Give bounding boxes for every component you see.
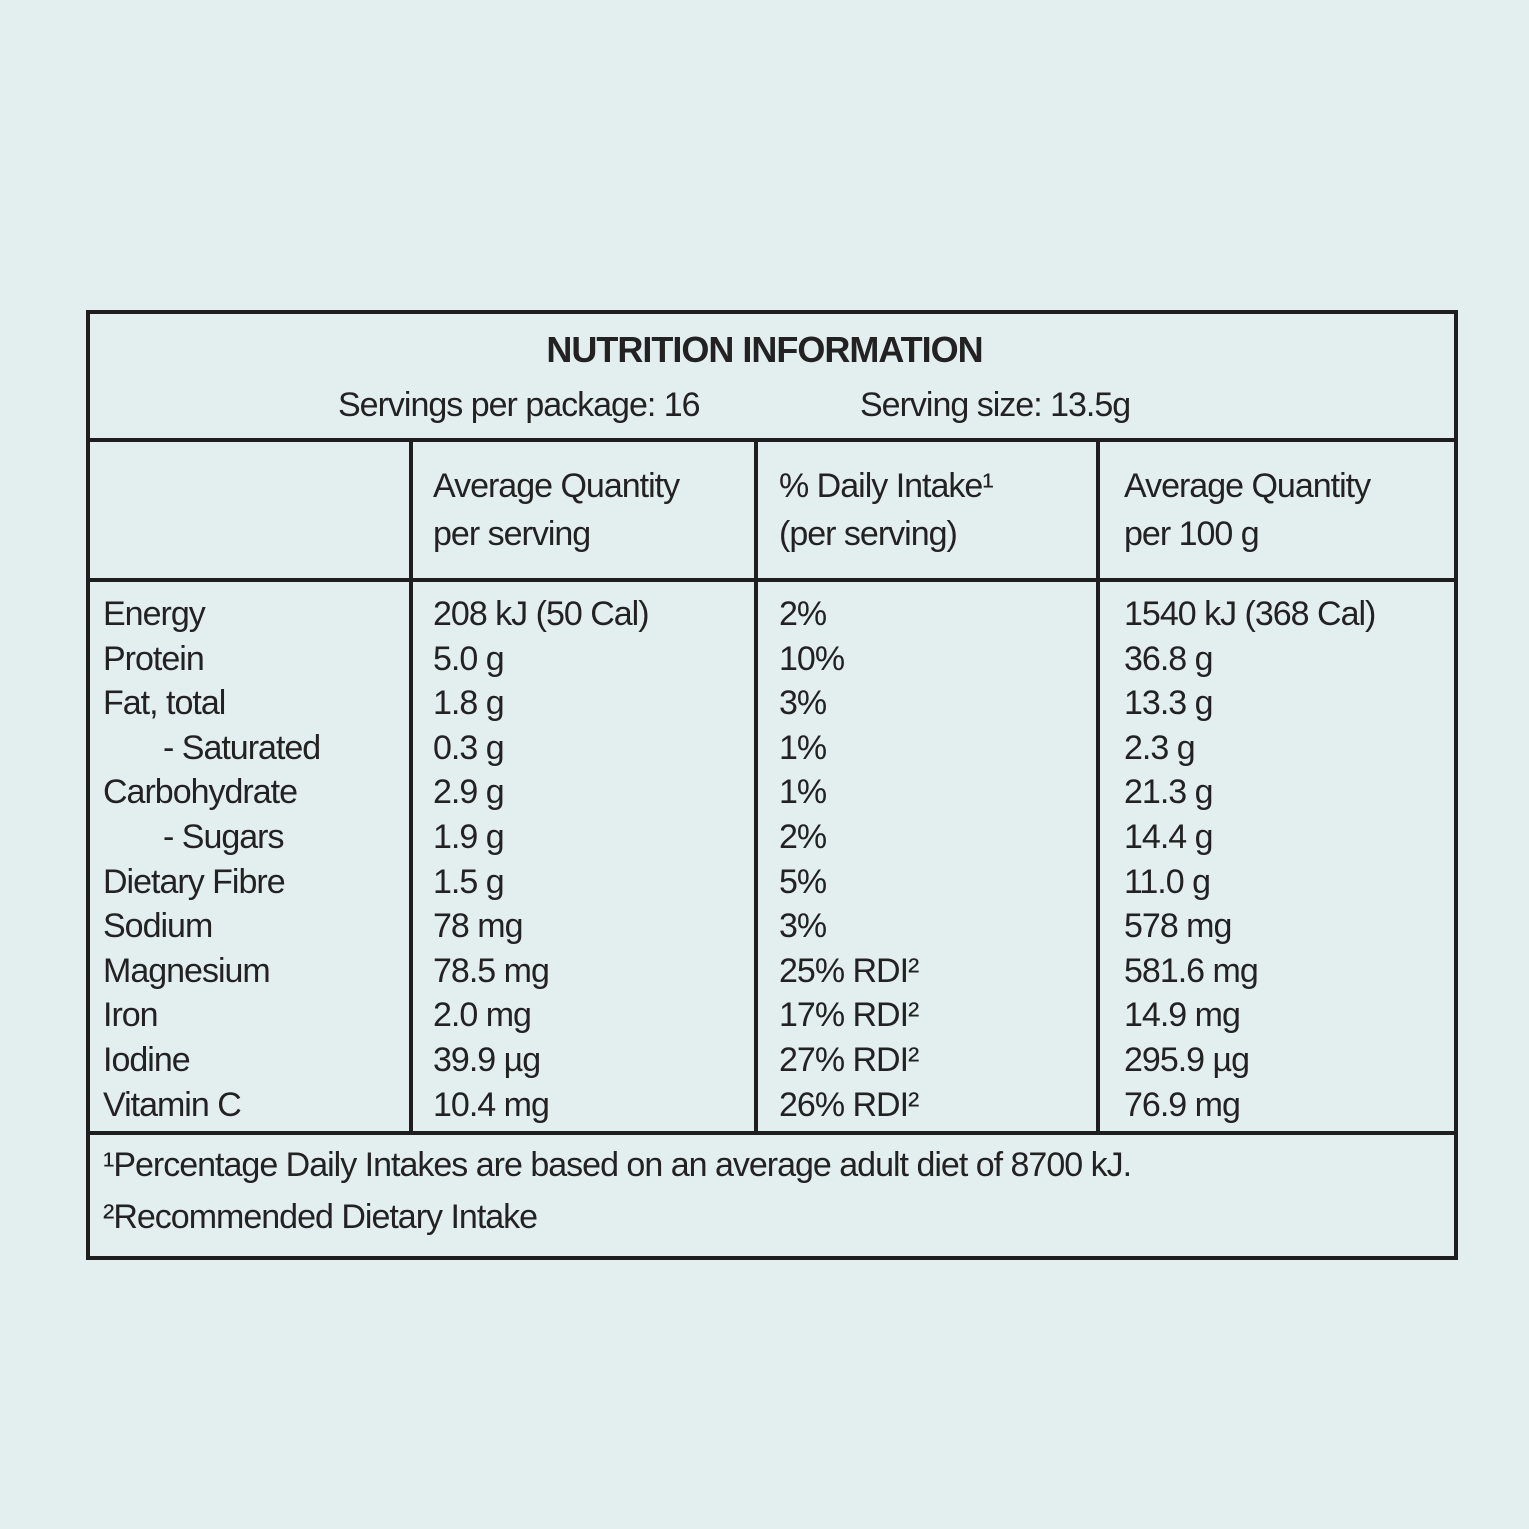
nutrient-value: 17% RDI² [779,996,919,1035]
nutrient-value: 2.0 mg [433,996,532,1035]
nutrient-name: Dietary Fibre [103,862,286,901]
column-divider [409,440,413,1134]
column-header: Average Quantity [1124,467,1371,505]
column-header: per 100 g [1124,515,1260,553]
footnote: ¹Percentage Daily Intakes are based on a… [103,1146,1132,1184]
nutrient-value: 1.5 g [433,862,505,901]
nutrient-value: 5% [779,862,827,901]
column-divider [754,440,758,1134]
nutrient-value: 1% [779,728,827,767]
nutrient-value: 578 mg [1124,907,1232,946]
nutrient-name: Protein [103,639,205,678]
nutrient-value: 5.0 g [433,639,505,678]
nutrient-name: Vitamin C [103,1085,242,1124]
nutrient-value: 10.4 mg [433,1085,550,1124]
nutrient-value: 39.9 µg [433,1041,541,1079]
nutrient-value: 10% [779,639,845,678]
nutrient-name: - Saturated [163,728,321,767]
column-header: per serving [433,515,591,553]
nutrient-value: 208 kJ (50 Cal) [433,595,650,633]
nutrient-name: Iron [103,996,159,1035]
nutrient-value: 78.5 mg [433,951,550,990]
nutrient-value: 3% [779,907,827,946]
table-border [86,310,1458,1260]
nutrient-value: 27% RDI² [779,1041,919,1079]
nutrient-value: 14.4 g [1124,818,1214,856]
nutrient-value: 76.9 mg [1124,1085,1241,1124]
column-header: (per serving) [779,515,958,553]
nutrient-value: 13.3 g [1124,684,1214,723]
nutrient-value: 2% [779,595,827,633]
nutrient-value: 2.9 g [433,773,505,812]
nutrient-value: 0.3 g [433,728,505,767]
nutrient-value: 21.3 g [1124,773,1214,812]
divider [86,438,1458,442]
nutrient-value: 78 mg [433,907,523,946]
nutrient-value: 1.8 g [433,684,505,723]
column-header: Average Quantity [433,467,680,505]
nutrient-value: 1540 kJ (368 Cal) [1124,595,1376,633]
footnote: ²Recommended Dietary Intake [103,1198,538,1236]
nutrient-value: 1.9 g [433,818,505,856]
nutrient-value: 25% RDI² [779,951,919,990]
nutrient-name: Sodium [103,907,213,946]
nutrient-value: 1% [779,773,827,812]
nutrient-value: 36.8 g [1124,639,1214,678]
nutrient-name: Magnesium [103,951,271,990]
nutrient-value: 26% RDI² [779,1085,919,1124]
nutrient-value: 14.9 mg [1124,996,1241,1035]
nutrient-value: 2.3 g [1124,728,1196,767]
servings-per-package: Servings per package: 16 [338,386,701,424]
nutrient-value: 581.6 mg [1124,951,1259,990]
nutrient-value: 295.9 µg [1124,1041,1250,1079]
serving-size: Serving size: 13.5g [860,386,1131,424]
nutrient-name: Energy [103,595,206,633]
column-divider [1096,440,1100,1134]
nutrient-name: Iodine [103,1041,191,1079]
nutrient-value: 2% [779,818,827,856]
nutrient-value: 3% [779,684,827,723]
nutrient-value: 11.0 g [1124,862,1211,901]
column-header: % Daily Intake¹ [779,467,994,505]
nutrient-name: - Sugars [163,818,284,856]
divider [86,1131,1458,1135]
nutrient-name: Carbohydrate [103,773,298,812]
title: NUTRITION INFORMATION [546,329,983,370]
divider [86,578,1458,582]
nutrient-name: Fat, total [103,684,226,723]
